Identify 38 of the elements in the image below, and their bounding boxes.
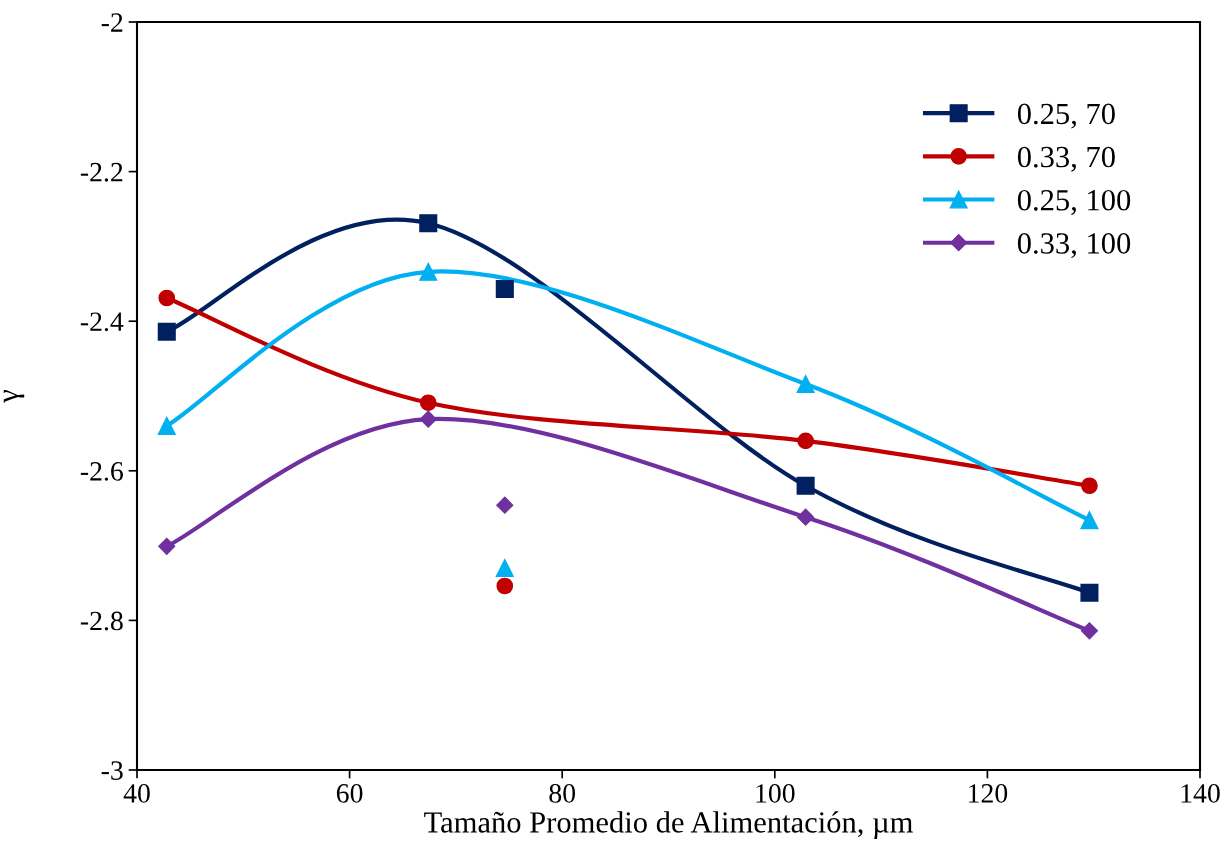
y-axis-title: γ (3, 389, 25, 403)
x-tick-label: 100 (756, 784, 795, 803)
y-tick-label: -2.4 (80, 312, 124, 332)
point (797, 432, 814, 450)
y-tick-label: -3 (101, 761, 123, 780)
point (419, 410, 437, 428)
point (1080, 511, 1099, 530)
point (158, 537, 176, 555)
point (1080, 583, 1099, 602)
point (797, 508, 815, 526)
point (419, 214, 438, 233)
y-tick-label: -2.2 (80, 162, 123, 182)
point (495, 280, 514, 299)
y-tick-label: -2.6 (80, 462, 123, 481)
point (157, 416, 176, 435)
x-tick-label: 120 (969, 784, 1008, 803)
x-axis-title: Tamaño Promedio de Alimentación, µm (424, 811, 913, 839)
x-tick-label: 60 (336, 784, 363, 803)
y-tick-label: -2 (101, 13, 123, 32)
x-tick-label: 40 (123, 784, 150, 803)
legend-label: 0.33, 70 (1017, 146, 1115, 172)
point (419, 262, 438, 281)
point (1080, 622, 1099, 640)
x-tick-label: 80 (549, 784, 576, 803)
legend-label: 0.25, 70 (1017, 103, 1115, 129)
point (158, 289, 176, 307)
legend-label: 0.25, 100 (1017, 189, 1131, 215)
point (419, 394, 437, 412)
point (1081, 477, 1098, 495)
x-tick-label: 140 (1181, 784, 1220, 803)
point (495, 559, 514, 578)
point (157, 322, 176, 341)
point (496, 577, 514, 595)
legend-label: 0.33, 100 (1017, 233, 1131, 259)
y-tick-label: -2.8 (80, 611, 123, 631)
point (796, 375, 815, 394)
point (796, 476, 815, 495)
point (496, 496, 514, 514)
